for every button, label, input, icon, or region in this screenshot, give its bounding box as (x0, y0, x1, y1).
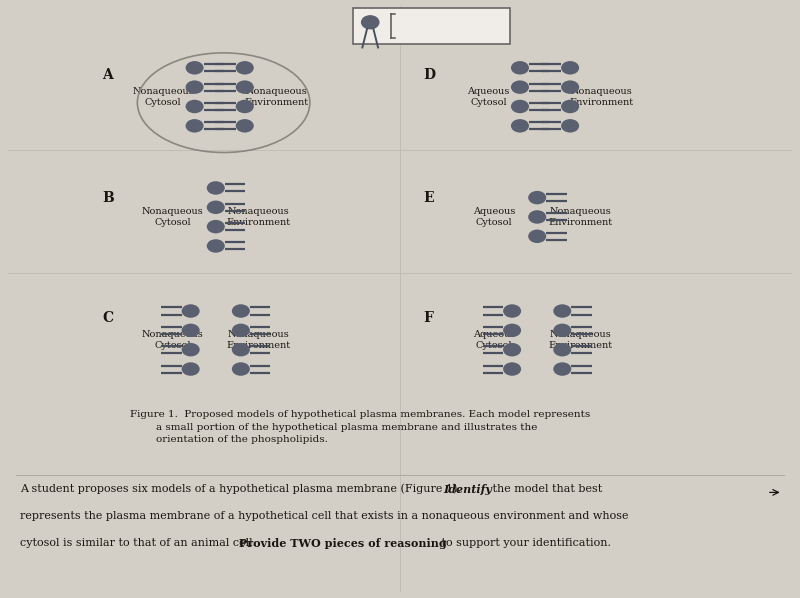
Text: represents the plasma membrane of a hypothetical cell that exists in a nonaqueou: represents the plasma membrane of a hypo… (20, 511, 628, 521)
Circle shape (554, 362, 571, 376)
Text: D: D (423, 68, 436, 81)
Text: B: B (102, 191, 114, 205)
Circle shape (554, 324, 571, 337)
Circle shape (206, 220, 225, 233)
Circle shape (186, 80, 204, 94)
Circle shape (362, 16, 379, 29)
Circle shape (503, 324, 521, 337)
Circle shape (503, 362, 521, 376)
Circle shape (236, 100, 254, 113)
Circle shape (232, 304, 250, 318)
Text: Nonaqueous
Cytosol: Nonaqueous Cytosol (142, 330, 203, 350)
Circle shape (511, 80, 529, 94)
Text: A: A (102, 68, 113, 81)
Circle shape (182, 362, 200, 376)
Circle shape (511, 119, 529, 133)
Circle shape (503, 343, 521, 356)
Text: Nonaqueous
Environment: Nonaqueous Environment (548, 208, 612, 227)
Circle shape (236, 80, 254, 94)
Circle shape (206, 181, 225, 195)
Circle shape (528, 230, 546, 243)
Text: Aqueous
Cytosol: Aqueous Cytosol (473, 330, 515, 350)
Circle shape (206, 239, 225, 253)
Text: Figure 1.  Proposed models of hypothetical plasma membranes. Each model represen: Figure 1. Proposed models of hypothetica… (130, 410, 590, 444)
Circle shape (232, 324, 250, 337)
Text: E: E (423, 191, 434, 205)
Text: the model that best: the model that best (489, 484, 602, 493)
Text: Nonaqueous
Environment: Nonaqueous Environment (244, 87, 308, 106)
Circle shape (232, 343, 250, 356)
Text: Lipid: Lipid (398, 29, 427, 39)
Text: Nonaqueous
Environment: Nonaqueous Environment (227, 208, 291, 227)
FancyBboxPatch shape (353, 8, 510, 44)
Text: Nonaqueous
Environment: Nonaqueous Environment (548, 330, 612, 350)
Circle shape (561, 100, 579, 113)
Text: Nonaqueous
Cytosol: Nonaqueous Cytosol (142, 208, 203, 227)
Text: Nonaqueous
Cytosol: Nonaqueous Cytosol (132, 87, 194, 106)
Text: Phosphate Group: Phosphate Group (398, 13, 496, 23)
Circle shape (561, 80, 579, 94)
Circle shape (206, 200, 225, 214)
Text: C: C (102, 311, 114, 325)
Text: Aqueous
Cytosol: Aqueous Cytosol (467, 87, 510, 106)
Text: Identify: Identify (443, 484, 492, 495)
Circle shape (561, 61, 579, 75)
Text: Nonaqueous
Environment: Nonaqueous Environment (227, 330, 291, 350)
Text: Nonaqueous
Environment: Nonaqueous Environment (570, 87, 634, 106)
Text: to support your identification.: to support your identification. (438, 538, 610, 548)
Circle shape (528, 191, 546, 205)
Circle shape (182, 324, 200, 337)
Circle shape (503, 304, 521, 318)
Circle shape (554, 343, 571, 356)
Circle shape (182, 343, 200, 356)
Text: Provide TWO pieces of reasoning: Provide TWO pieces of reasoning (239, 538, 447, 549)
Circle shape (236, 61, 254, 75)
Circle shape (186, 100, 204, 113)
Circle shape (528, 210, 546, 224)
Text: cytosol is similar to that of an animal cell.: cytosol is similar to that of an animal … (20, 538, 259, 548)
Circle shape (511, 100, 529, 113)
Circle shape (186, 61, 204, 75)
Circle shape (232, 362, 250, 376)
Circle shape (236, 119, 254, 133)
Circle shape (554, 304, 571, 318)
Circle shape (186, 119, 204, 133)
Text: F: F (423, 311, 434, 325)
Text: Aqueous
Cytosol: Aqueous Cytosol (473, 208, 515, 227)
Circle shape (182, 304, 200, 318)
Circle shape (561, 119, 579, 133)
Text: A student proposes six models of a hypothetical plasma membrane (Figure 1).: A student proposes six models of a hypot… (20, 484, 464, 494)
Circle shape (511, 61, 529, 75)
